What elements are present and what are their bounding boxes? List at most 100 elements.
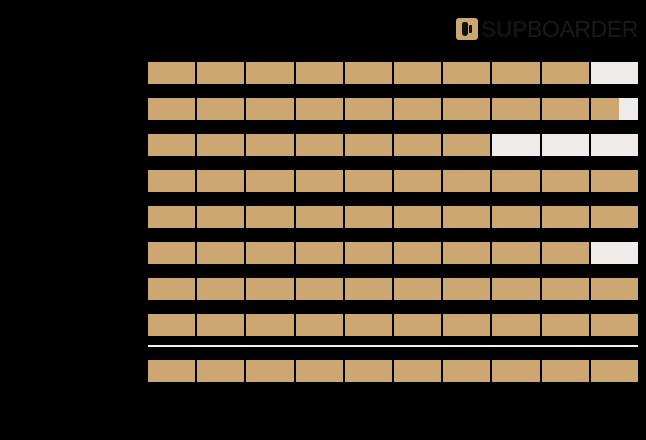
rating-segment[interactable]	[148, 206, 196, 228]
rating-segment[interactable]	[344, 98, 393, 120]
rating-segment[interactable]	[148, 242, 196, 264]
rating-segment[interactable]	[443, 134, 491, 156]
rating-segment[interactable]	[148, 360, 196, 382]
rating-segment[interactable]	[492, 170, 540, 192]
rating-segment[interactable]	[295, 314, 343, 336]
rating-segment[interactable]	[541, 98, 589, 120]
rating-segment[interactable]	[344, 278, 393, 300]
rating-segment[interactable]	[492, 314, 540, 336]
rating-segment[interactable]	[148, 62, 196, 84]
rating-segment[interactable]	[541, 360, 589, 382]
rating-segment[interactable]	[443, 278, 491, 300]
rating-segment[interactable]	[148, 278, 196, 300]
rating-segment[interactable]	[394, 62, 442, 84]
rating-segment[interactable]	[492, 62, 540, 84]
rating-segment[interactable]	[197, 62, 245, 84]
rating-segment[interactable]	[492, 360, 540, 382]
rating-segment[interactable]	[541, 170, 589, 192]
rating-segment[interactable]	[295, 170, 343, 192]
rating-segment[interactable]	[295, 278, 343, 300]
rating-segment[interactable]	[492, 242, 540, 264]
rating-segment[interactable]	[197, 242, 245, 264]
rating-segment[interactable]	[492, 206, 540, 228]
rating-segment[interactable]	[443, 62, 491, 84]
rating-segment-fill	[590, 206, 639, 228]
rating-segment-fill	[394, 360, 442, 382]
rating-segment[interactable]	[246, 170, 294, 192]
rating-segment[interactable]	[443, 314, 491, 336]
rating-segment-fill	[344, 206, 393, 228]
rating-segment[interactable]	[344, 314, 393, 336]
rating-segment[interactable]	[246, 206, 294, 228]
rating-segment[interactable]	[197, 360, 245, 382]
rating-segment-fill	[246, 170, 294, 192]
rating-segment[interactable]	[344, 206, 393, 228]
rating-segment[interactable]	[148, 170, 196, 192]
rating-segment[interactable]	[590, 314, 639, 336]
rating-segment[interactable]	[344, 360, 393, 382]
rating-segment[interactable]	[197, 134, 245, 156]
rating-segment[interactable]	[590, 62, 639, 84]
rating-segment[interactable]	[344, 170, 393, 192]
rating-segment[interactable]	[246, 278, 294, 300]
rating-segment[interactable]	[443, 206, 491, 228]
rating-segment[interactable]	[443, 170, 491, 192]
score-row-label	[138, 278, 148, 300]
rating-segment[interactable]	[394, 170, 442, 192]
rating-segment[interactable]	[295, 360, 343, 382]
rating-segment-fill	[148, 62, 196, 84]
rating-segment[interactable]	[394, 98, 442, 120]
rating-segment[interactable]	[148, 98, 196, 120]
rating-segment[interactable]	[344, 134, 393, 156]
rating-segment[interactable]	[148, 134, 196, 156]
rating-segment[interactable]	[443, 98, 491, 120]
rating-segment[interactable]	[541, 134, 589, 156]
rating-segment[interactable]	[394, 360, 442, 382]
rating-segment[interactable]	[394, 314, 442, 336]
rating-segment[interactable]	[394, 134, 442, 156]
rating-segment[interactable]	[197, 314, 245, 336]
rating-segment[interactable]	[541, 278, 589, 300]
rating-segment[interactable]	[443, 360, 491, 382]
rating-segment[interactable]	[246, 242, 294, 264]
rating-segment[interactable]	[197, 98, 245, 120]
rating-segment[interactable]	[246, 360, 294, 382]
rating-segment[interactable]	[590, 242, 639, 264]
rating-segment[interactable]	[541, 242, 589, 264]
rating-segment[interactable]	[148, 314, 196, 336]
rating-segment[interactable]	[344, 62, 393, 84]
rating-segment[interactable]	[295, 62, 343, 84]
rating-segment[interactable]	[590, 206, 639, 228]
rating-segment[interactable]	[590, 278, 639, 300]
rating-segment[interactable]	[590, 134, 639, 156]
rating-segment[interactable]	[443, 242, 491, 264]
rating-segment[interactable]	[492, 98, 540, 120]
rating-segment[interactable]	[344, 242, 393, 264]
rating-segment[interactable]	[197, 170, 245, 192]
rating-segment[interactable]	[197, 206, 245, 228]
rating-segment[interactable]	[295, 134, 343, 156]
rating-segment[interactable]	[197, 278, 245, 300]
rating-segment[interactable]	[492, 134, 540, 156]
rating-segment[interactable]	[394, 206, 442, 228]
rating-segment[interactable]	[541, 206, 589, 228]
rating-segment[interactable]	[246, 62, 294, 84]
rating-segment[interactable]	[590, 170, 639, 192]
rating-segment[interactable]	[295, 206, 343, 228]
rating-segment[interactable]	[590, 360, 639, 382]
rating-segment[interactable]	[246, 314, 294, 336]
rating-segment[interactable]	[394, 278, 442, 300]
rating-segment[interactable]	[246, 98, 294, 120]
brand-name-bold: SUP	[480, 15, 528, 42]
rating-segment[interactable]	[295, 98, 343, 120]
rating-segment-fill	[246, 206, 294, 228]
rating-segment[interactable]	[295, 242, 343, 264]
rating-segment[interactable]	[394, 242, 442, 264]
rating-segment[interactable]	[541, 314, 589, 336]
rating-segment[interactable]	[246, 134, 294, 156]
rating-segment-fill	[246, 278, 294, 300]
rating-segment[interactable]	[590, 98, 639, 120]
rating-segment-fill	[394, 314, 442, 336]
rating-segment[interactable]	[492, 278, 540, 300]
rating-segment[interactable]	[541, 62, 589, 84]
